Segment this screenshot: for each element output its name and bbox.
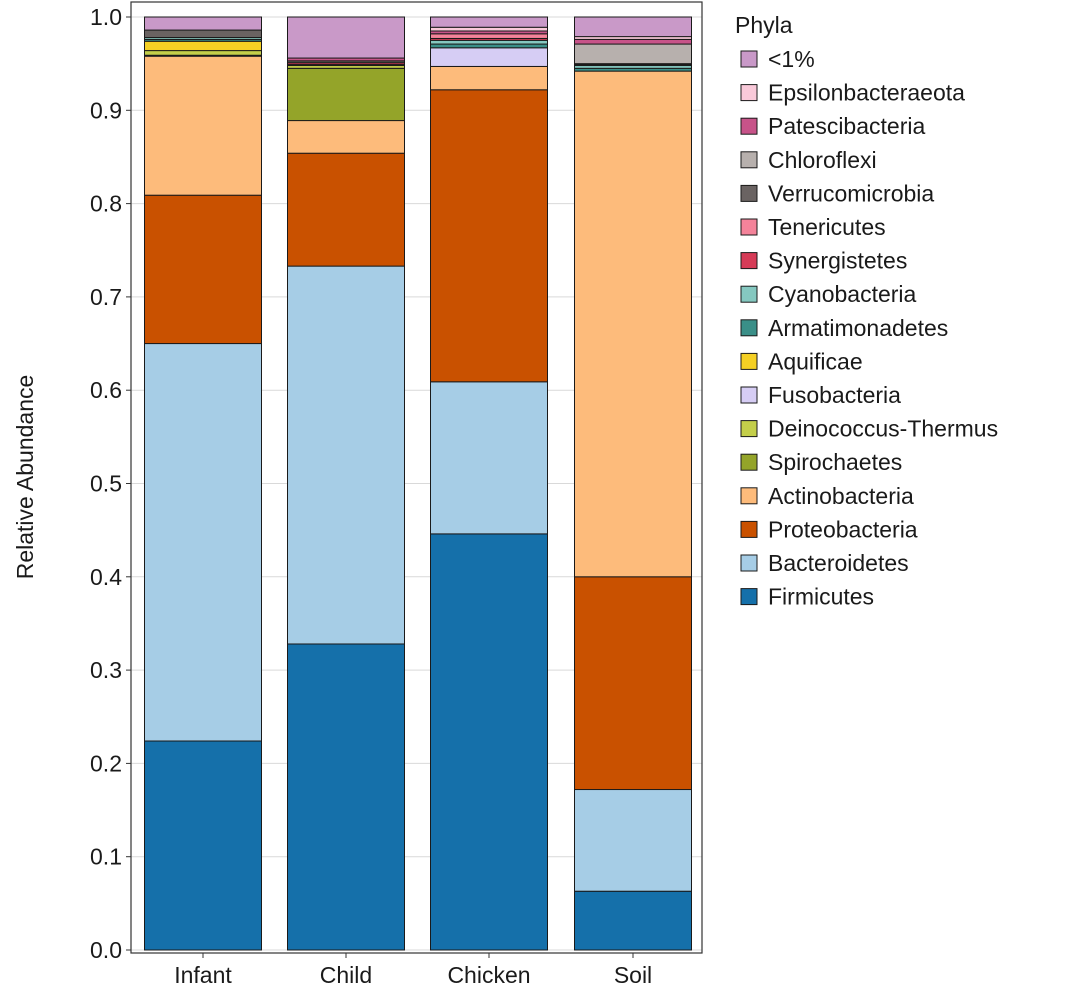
legend-label: <1%: [768, 46, 815, 72]
bar-segment-chicken-epsilonbacteraeota: [430, 26, 548, 32]
x-axis-ticks: Infant Child Chicken Soil: [174, 953, 652, 987]
legend-label: Proteobacteria: [768, 516, 918, 542]
legend-swatch: [740, 352, 758, 370]
bar-segment-soil-chloroflexi: [574, 43, 692, 65]
bar-segment-child-actinobacteria: [287, 120, 405, 154]
legend-label: Synergistetes: [768, 248, 907, 274]
legend: <1% Epsilonbacteraeota Patescibacteria Chlo…: [740, 46, 998, 610]
bar-segment-infant-bacteroidetes: [144, 343, 262, 742]
legend-label: Bacteroidetes: [768, 550, 909, 576]
bar-segment-chicken-fusobacteria: [430, 47, 548, 67]
legend-label: Verrucomicrobia: [768, 180, 934, 206]
y-tick-label: 0.1: [90, 844, 122, 870]
legend-swatch: [740, 117, 758, 135]
legend-label: Epsilonbacteraeota: [768, 80, 965, 106]
legend-swatch: [740, 50, 758, 68]
legend-label: Spirochaetes: [768, 449, 902, 475]
legend-label: Tenericutes: [768, 214, 886, 240]
legend-swatch: [740, 285, 758, 303]
legend-label: Aquificae: [768, 348, 863, 374]
bar-segment-infant-proteobacteria: [144, 194, 262, 345]
bar-segment-child-spirochaetes: [287, 67, 405, 122]
bars: [144, 16, 692, 951]
y-tick-label: 0.0: [90, 937, 122, 963]
legend-swatch: [740, 252, 758, 270]
bar-segment-chicken-tenericutes: [430, 33, 548, 39]
bar-segment-infant-actinobacteria: [144, 55, 262, 196]
legend-swatch: [740, 453, 758, 471]
y-axis-title: Relative Abundance: [12, 375, 38, 580]
bar-segment-chicken-armatimonadetes: [430, 43, 548, 49]
bar-segment-chicken-cyanobacteria: [430, 39, 548, 45]
legend-swatch: [740, 151, 758, 169]
bar-segment-infant-verrucomicrobia: [144, 29, 262, 39]
bar-segment-chicken-1: [430, 16, 548, 28]
x-tick-label: Soil: [614, 962, 652, 987]
bar-segment-chicken-actinobacteria: [430, 65, 548, 91]
x-tick-label: Chicken: [447, 962, 530, 987]
legend-swatch: [740, 386, 758, 404]
y-tick-label: 0.3: [90, 657, 122, 683]
bar-segment-child-firmicutes: [287, 643, 405, 951]
legend-label: Deinococcus-Thermus: [768, 416, 998, 442]
bar-segment-soil-proteobacteria: [574, 576, 692, 791]
y-tick-label: 0.8: [90, 191, 122, 217]
y-tick-label: 0.5: [90, 471, 122, 497]
x-tick-label: Infant: [174, 962, 232, 987]
legend-swatch: [740, 554, 758, 572]
y-tick-label: 0.6: [90, 377, 122, 403]
bar-segment-soil-1: [574, 16, 692, 38]
legend-label: Cyanobacteria: [768, 281, 917, 307]
bar-segment-soil-actinobacteria: [574, 70, 692, 578]
legend-swatch: [740, 420, 758, 438]
legend-label: Armatimonadetes: [768, 315, 948, 341]
legend-label: Firmicutes: [768, 584, 874, 610]
legend-swatch: [740, 84, 758, 102]
y-axis-ticks: 0.0 0.1 0.2 0.3 0.4 0.5 0.6 0.7 0.8 0.9 1.0: [90, 4, 131, 963]
legend-label: Patescibacteria: [768, 113, 925, 139]
bar-segment-chicken-bacteroidetes: [430, 381, 548, 535]
bar-segment-infant-deinococcus-thermus: [144, 50, 262, 56]
bar-segment-chicken-proteobacteria: [430, 89, 548, 383]
bar-segment-infant-aquificae: [144, 40, 262, 52]
legend-swatch: [740, 319, 758, 337]
y-tick-label: 0.7: [90, 284, 122, 310]
bar-segment-soil-patescibacteria: [574, 38, 692, 45]
legend-title: Phyla: [735, 12, 793, 38]
y-tick-label: 0.9: [90, 97, 122, 123]
legend-label: Actinobacteria: [768, 483, 914, 509]
legend-swatch: [740, 487, 758, 505]
bar-segment-child-1: [287, 16, 405, 59]
bar-segment-infant-1: [144, 16, 262, 31]
plot-frame: [130, 1, 703, 954]
legend-label: Chloroflexi: [768, 147, 877, 173]
bar-segment-soil-bacteroidetes: [574, 789, 692, 892]
legend-swatch: [740, 218, 758, 236]
legend-swatch: [740, 588, 758, 606]
legend-swatch: [740, 184, 758, 202]
bar-segment-child-proteobacteria: [287, 152, 405, 267]
bar-segment-chicken-firmicutes: [430, 533, 548, 951]
bar-segment-infant-firmicutes: [144, 740, 262, 951]
bar-segment-soil-firmicutes: [574, 890, 692, 951]
y-tick-label: 1.0: [90, 4, 122, 30]
bar-segment-child-bacteroidetes: [287, 265, 405, 645]
legend-label: Fusobacteria: [768, 382, 901, 408]
x-tick-label: Child: [320, 962, 372, 987]
y-tick-label: 0.2: [90, 750, 122, 776]
y-tick-label: 0.4: [90, 564, 122, 590]
legend-swatch: [740, 520, 758, 538]
